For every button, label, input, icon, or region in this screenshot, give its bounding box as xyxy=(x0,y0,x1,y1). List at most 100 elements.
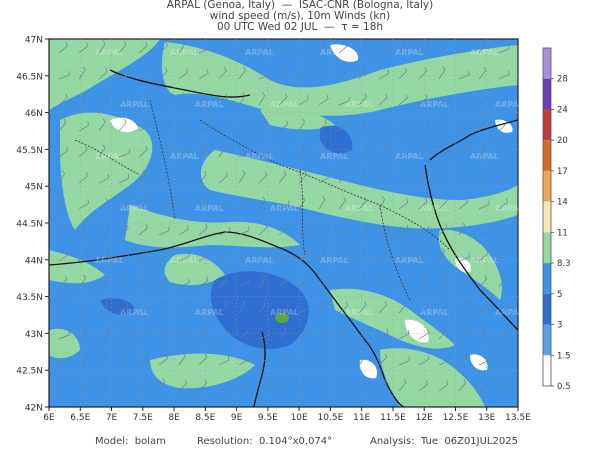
colorbar-label: 1.5 xyxy=(557,351,571,361)
wind-barb xyxy=(398,378,407,392)
watermark-text: ARPAL xyxy=(270,204,299,213)
watermark-text: ARPAL xyxy=(420,100,449,109)
wind-barb xyxy=(358,224,368,236)
wind-barb xyxy=(398,40,406,54)
wind-barb xyxy=(498,198,508,210)
wind-barb xyxy=(238,249,248,262)
wind-barb xyxy=(58,170,65,184)
watermark-text: ARPAL xyxy=(95,152,124,161)
wind-barb xyxy=(478,356,490,366)
wind-barb xyxy=(398,250,408,262)
wind-barb xyxy=(318,119,327,132)
wind-barb xyxy=(218,171,228,184)
wind-barb xyxy=(278,67,288,80)
wind-barb xyxy=(58,93,68,106)
graticule xyxy=(49,39,518,407)
wind-barb xyxy=(338,42,348,54)
wind-barb xyxy=(178,301,188,314)
wind-barb xyxy=(58,250,69,262)
wind-barb xyxy=(298,304,310,314)
wind-barb xyxy=(458,70,470,80)
wind-barb xyxy=(338,119,347,132)
wind-barb xyxy=(298,354,309,366)
wind-barb xyxy=(138,121,149,132)
wind-barb xyxy=(78,274,86,288)
watermark-text: ARPAL xyxy=(95,256,124,265)
wind-barb xyxy=(478,227,490,236)
wind-barb xyxy=(498,380,509,392)
wind-barb xyxy=(318,94,329,106)
wind-barb xyxy=(118,93,128,106)
wind-barb xyxy=(98,226,110,236)
wind-barb xyxy=(498,119,508,132)
wind-barb xyxy=(158,226,170,236)
wind-barb xyxy=(418,67,427,80)
wind-barb xyxy=(298,66,307,80)
latitude-label: 44.5N xyxy=(16,220,43,230)
wind-barb xyxy=(438,96,450,106)
wind-barb xyxy=(138,41,148,54)
colorbar-label: 8.3 xyxy=(557,259,571,269)
wind-barb xyxy=(218,93,228,106)
watermark-text: ARPAL xyxy=(195,100,224,109)
colorbar: 28 24 20 17 14 11 8.3 5 3 1.5 0.5 xyxy=(542,47,571,392)
wind-barb xyxy=(238,355,249,366)
wind-barb xyxy=(458,170,466,184)
wind-barb xyxy=(478,250,488,262)
wind-barb xyxy=(218,226,230,236)
wind-barb xyxy=(118,118,127,132)
colorbar-label: 0.5 xyxy=(557,382,571,392)
wind-barb xyxy=(118,199,129,210)
wind-barb xyxy=(158,67,168,80)
wind-barb xyxy=(78,327,88,340)
wind-barb xyxy=(238,66,246,80)
wind-barb xyxy=(398,275,408,288)
wind-barb xyxy=(218,329,229,340)
watermark-text: ARPAL xyxy=(170,152,199,161)
wind-barb xyxy=(118,378,127,392)
wind-barb xyxy=(118,174,130,184)
wind-barb xyxy=(498,329,509,340)
latitude-label: 45N xyxy=(25,183,43,193)
wind-barb xyxy=(338,352,346,366)
wind-barb xyxy=(298,378,306,392)
wind-barb xyxy=(338,147,349,158)
wind-barb xyxy=(418,197,428,210)
wind-barb xyxy=(158,148,170,158)
watermark-text: ARPAL xyxy=(120,204,149,213)
wind-barb xyxy=(338,226,350,236)
wind-barb xyxy=(238,92,246,106)
wind-barb xyxy=(418,303,429,314)
colorbar-label: 17 xyxy=(557,167,568,177)
longitude-label: 9.5E xyxy=(258,413,278,423)
wind-barb xyxy=(138,354,149,366)
latitude-label: 42.5N xyxy=(16,367,43,377)
wind-barb xyxy=(278,93,288,106)
wind-barb xyxy=(238,226,250,236)
wind-barb xyxy=(218,301,228,314)
wind-barb xyxy=(118,70,130,80)
wind-barb xyxy=(198,171,207,184)
wind-barb xyxy=(298,42,309,54)
wind-barb xyxy=(298,144,305,158)
wind-barb xyxy=(118,224,129,236)
wind-barb xyxy=(138,145,148,158)
longitude-label: 8E xyxy=(168,413,180,423)
coastlines xyxy=(49,69,518,407)
wind-barb xyxy=(498,304,510,314)
wind-barb xyxy=(358,274,366,288)
wind-barb xyxy=(318,225,330,236)
wind-barb xyxy=(58,196,65,210)
wind-barb xyxy=(98,174,110,184)
wind-barb xyxy=(298,95,309,106)
wind-barb xyxy=(138,378,147,392)
wind-barbs xyxy=(58,40,510,392)
wind-barb xyxy=(218,383,230,392)
wind-barb xyxy=(378,170,385,184)
wind-barb xyxy=(258,148,270,158)
watermark-text: ARPAL xyxy=(120,308,149,317)
watermark-text: ARPAL xyxy=(270,100,299,109)
wind-barb xyxy=(318,40,326,54)
watermark-text: ARPAL xyxy=(470,152,499,161)
longitude-label: 6.5E xyxy=(70,413,90,423)
